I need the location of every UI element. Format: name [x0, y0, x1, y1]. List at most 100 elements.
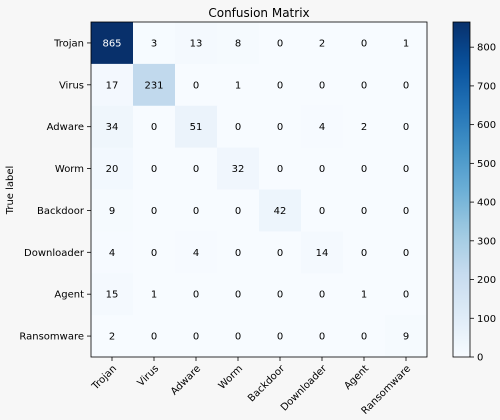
cell-value-label: 0: [151, 248, 157, 259]
heatmap-cell: [217, 105, 260, 149]
heatmap-cell: [259, 63, 302, 107]
colorbar-tick-label: 800: [477, 43, 496, 54]
y-tick-label: Backdoor: [37, 206, 85, 217]
y-axis-ticks: Trojan Virus Adware Worm Backdoor Downloader A…: [19, 38, 91, 343]
cell-value-label: 0: [361, 164, 367, 175]
cell-value-label: 2: [361, 122, 367, 133]
heatmap-cell: [217, 22, 260, 65]
heatmap-cell: [385, 231, 428, 274]
heatmap-cell: [175, 315, 218, 358]
colorbar-ticks: 0 100 200 300 400 500 600 700 800: [470, 43, 496, 364]
cell-value-label: 15: [106, 290, 119, 301]
cell-value-label: 0: [151, 122, 157, 133]
cell-value-label: 1: [361, 290, 367, 301]
cell-value-label: 4: [319, 122, 325, 133]
colorbar-tick-label: 0: [477, 353, 483, 364]
x-tick-label: Worm: [217, 363, 245, 391]
heatmap-cell: [301, 231, 344, 274]
heatmap-cell: [175, 273, 218, 316]
x-tick-label: Trojan: [89, 363, 119, 393]
plot-frame: [90, 21, 428, 358]
heatmap-cell: [385, 63, 428, 107]
heatmap-cell: [133, 231, 176, 274]
cell-value-label: 14: [316, 248, 329, 259]
heatmap-cell: [91, 147, 134, 190]
heatmap-cell: [385, 105, 428, 149]
y-tick-label: Adware: [47, 122, 84, 133]
heatmap-cell: [91, 189, 134, 232]
colorbar-tick-label: 300: [477, 236, 496, 247]
heatmap-cell: [301, 189, 344, 232]
cell-value-label: 9: [109, 206, 115, 217]
cell-value-label: 0: [403, 80, 409, 91]
cell-value-label: 0: [277, 164, 283, 175]
cell-value-label: 0: [151, 332, 157, 343]
y-axis-label: True label: [5, 166, 16, 216]
heatmap-cell: [385, 147, 428, 190]
heatmap-cell: [343, 315, 386, 358]
cell-value-label: 231: [144, 80, 163, 91]
cell-value-label: 51: [190, 122, 203, 133]
cell-value-label: 865: [102, 38, 121, 49]
heatmap-cell: [133, 147, 176, 190]
cell-value-label: 0: [277, 290, 283, 301]
x-tick-label: Backdoor: [246, 363, 288, 405]
cell-value-label: 0: [403, 206, 409, 217]
heatmap-cell: [217, 189, 260, 232]
colorbar-tick-label: 100: [477, 314, 496, 325]
cell-value-label: 0: [319, 206, 325, 217]
heatmap-cell: [217, 147, 260, 190]
cell-value-label: 0: [277, 80, 283, 91]
cell-value-label: 0: [277, 122, 283, 133]
cell-value-label: 4: [193, 248, 199, 259]
heatmap-cell: [217, 273, 260, 316]
heatmap-cell: [133, 315, 176, 358]
heatmap-cell: [259, 231, 302, 274]
cell-value-label: 0: [319, 290, 325, 301]
heatmap-cell: [91, 63, 134, 107]
cell-value-label: 0: [151, 164, 157, 175]
heatmap-cell: [91, 315, 134, 358]
y-tick-label: Ransomware: [19, 332, 84, 343]
chart-title: Confusion Matrix: [208, 6, 309, 20]
x-tick-label: Agent: [342, 363, 371, 392]
heatmap-cell: [217, 231, 260, 274]
colorbar-tick-label: 500: [477, 159, 496, 170]
cell-value-label: 32: [232, 164, 245, 175]
x-tick-label: Adware: [169, 363, 203, 397]
cell-value-label: 0: [277, 38, 283, 49]
cell-value-label: 42: [274, 206, 287, 217]
heatmap-cell: [91, 273, 134, 316]
cell-value-label: 0: [361, 38, 367, 49]
heatmap-cell: [259, 273, 302, 316]
cell-value-label: 0: [235, 332, 241, 343]
heatmap-cell: [385, 315, 428, 358]
cell-value-label: 3: [151, 38, 157, 49]
heatmap-cell: [91, 22, 134, 65]
cell-value-label: 0: [277, 332, 283, 343]
heatmap-cell: [301, 273, 344, 316]
y-tick-label: Agent: [54, 290, 84, 301]
heatmap-cell: [133, 22, 176, 65]
heatmap-cell: [343, 273, 386, 316]
cell-value-label: 0: [319, 80, 325, 91]
heatmap-cell: [133, 105, 176, 149]
cell-value-label: 20: [106, 164, 119, 175]
cell-value-label: 0: [235, 122, 241, 133]
heatmap-cell: [259, 147, 302, 190]
y-tick-label: Downloader: [24, 248, 85, 259]
y-tick-label: Worm: [55, 164, 84, 175]
heatmap-cell: [301, 105, 344, 149]
cell-value-label: 0: [361, 248, 367, 259]
heatmap-cell: [91, 105, 134, 149]
heatmap-cell: [343, 22, 386, 65]
heatmap-cell: [175, 231, 218, 274]
heatmap-cell: [259, 315, 302, 358]
cell-value-label: 1: [403, 38, 409, 49]
heatmap-cell: [343, 147, 386, 190]
heatmap-cell: [217, 63, 260, 107]
heatmap-cell: [217, 315, 260, 358]
cell-value-label: 9: [403, 332, 409, 343]
cell-value-label: 2: [109, 332, 115, 343]
